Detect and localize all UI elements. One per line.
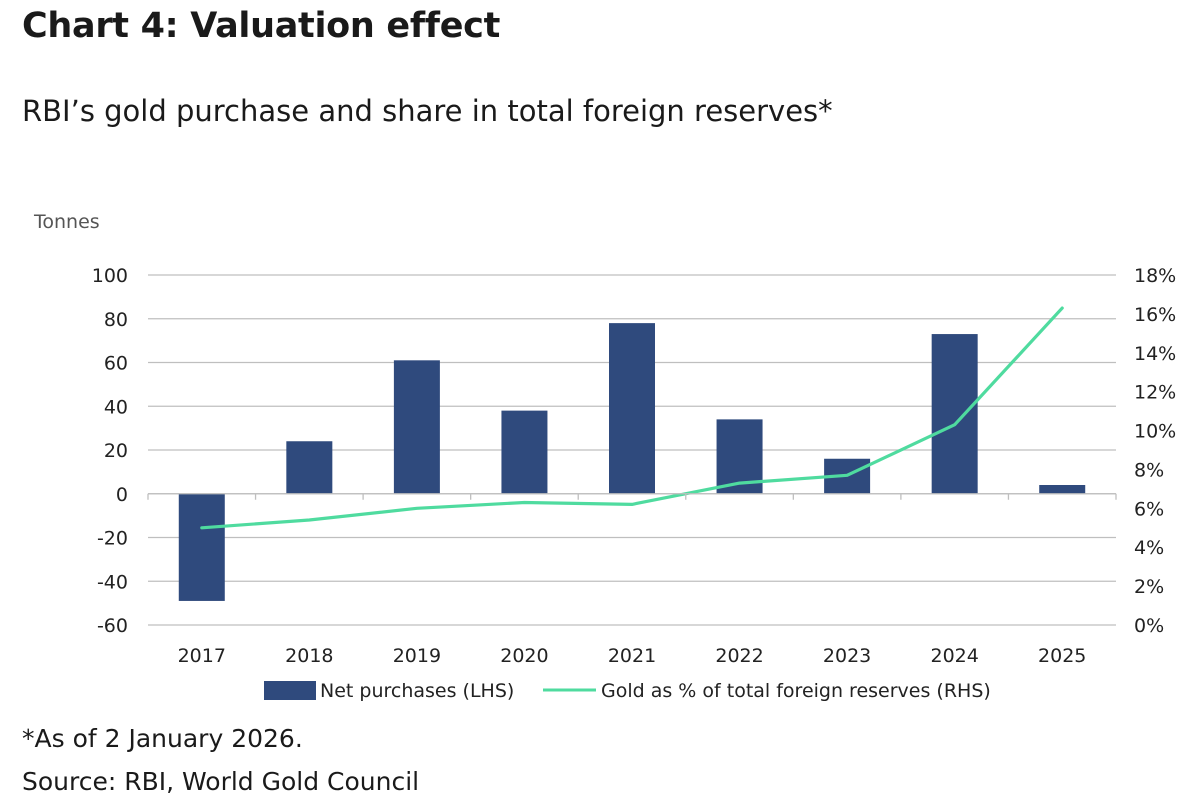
bar — [178, 493, 225, 601]
y-tick-label: -60 — [97, 615, 128, 637]
chart-subtitle: RBI’s gold purchase and share in total f… — [22, 94, 833, 128]
x-tick-label: 2021 — [608, 645, 656, 667]
y-tick-label: 60 — [104, 353, 128, 375]
y-tick-label: 80 — [104, 309, 128, 331]
y-tick-label: 40 — [104, 396, 128, 418]
y2-tick-label: 6% — [1134, 498, 1164, 520]
x-tick-label: 2020 — [500, 645, 548, 667]
line-series-path — [200, 306, 1064, 530]
bars — [178, 323, 1086, 601]
y-tick-label: 100 — [92, 265, 128, 287]
combo-chart: 100 80 60 40 20 0 -20 -40 -60 18% 16% 14% 12% 10% 8% 6… — [33, 211, 1176, 702]
y-tick-label: 20 — [104, 440, 128, 462]
y-tick-label: -20 — [97, 528, 128, 550]
bar — [286, 441, 333, 494]
legend-bar-label: Net purchases (LHS) — [320, 680, 514, 702]
x-axis-ticks: 2017 2018 2019 2020 2021 2022 2023 2024 2025 — [147, 493, 1117, 667]
y2-tick-label: 16% — [1134, 304, 1176, 326]
bar — [1039, 485, 1086, 494]
x-tick-label: 2018 — [285, 645, 333, 667]
legend: Net purchases (LHS) Gold as % of total f… — [264, 680, 991, 702]
source-note: Source: RBI, World Gold Council — [22, 767, 420, 796]
y-axis-label: Tonnes — [33, 211, 100, 233]
footnote: *As of 2 January 2026. — [22, 724, 303, 753]
y2-tick-label: 14% — [1134, 343, 1176, 365]
x-tick-label: 2019 — [393, 645, 441, 667]
y-tick-label: 0 — [116, 484, 128, 506]
bar — [609, 323, 655, 494]
x-tick-label: 2022 — [715, 645, 763, 667]
x-tick-label: 2024 — [930, 645, 978, 667]
legend-line-label: Gold as % of total foreign reserves (RHS… — [601, 680, 991, 702]
y2-tick-label: 10% — [1134, 421, 1176, 443]
y2-tick-label: 18% — [1134, 265, 1176, 287]
bar — [501, 410, 548, 494]
y2-tick-label: 8% — [1134, 459, 1164, 481]
y2-tick-label: 0% — [1134, 615, 1164, 637]
legend-bar-swatch — [264, 681, 316, 700]
bar — [393, 360, 440, 494]
y-tick-label: -40 — [97, 571, 128, 593]
line-series — [200, 306, 1064, 530]
y2-tick-label: 12% — [1134, 382, 1176, 404]
x-tick-label: 2023 — [823, 645, 871, 667]
chart-title: Chart 4: Valuation effect — [22, 6, 501, 46]
left-axis-ticks: 100 80 60 40 20 0 -20 -40 -60 — [92, 265, 128, 637]
y2-tick-label: 2% — [1134, 576, 1164, 598]
x-tick-label: 2025 — [1038, 645, 1086, 667]
x-tick-label: 2017 — [178, 645, 226, 667]
y2-tick-label: 4% — [1134, 537, 1164, 559]
right-axis-ticks: 18% 16% 14% 12% 10% 8% 6% 4% 2% 0% — [1134, 265, 1176, 637]
bar — [931, 334, 978, 494]
